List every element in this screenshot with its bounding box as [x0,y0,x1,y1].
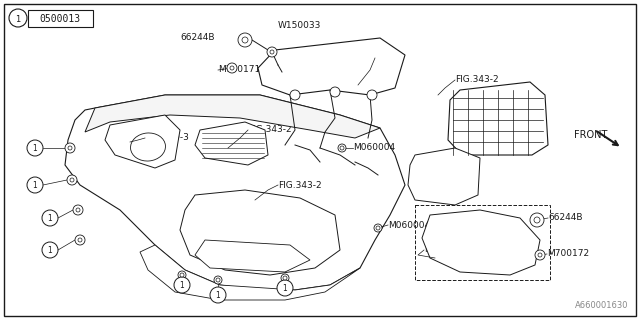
Polygon shape [140,245,360,300]
Circle shape [242,37,248,43]
Circle shape [70,178,74,182]
Circle shape [535,250,545,260]
Circle shape [42,242,58,258]
Polygon shape [105,115,180,168]
Text: FIG.660-3: FIG.660-3 [145,133,189,142]
Circle shape [73,205,83,215]
Text: 66244B: 66244B [548,213,582,222]
Circle shape [374,224,382,232]
Circle shape [174,277,190,293]
Circle shape [210,287,226,303]
Text: 66244B: 66244B [180,34,215,43]
Text: FIG.343-2: FIG.343-2 [248,125,292,134]
Text: M060004: M060004 [388,220,430,229]
Text: 1: 1 [47,246,52,255]
Circle shape [227,63,237,73]
Circle shape [78,238,82,242]
Circle shape [178,271,186,279]
Circle shape [216,278,220,282]
Circle shape [267,47,277,57]
Polygon shape [180,190,340,275]
Circle shape [238,33,252,47]
Circle shape [283,276,287,280]
Polygon shape [65,95,405,290]
Circle shape [9,9,27,27]
Polygon shape [85,95,380,138]
Text: FIG.343-2: FIG.343-2 [455,76,499,84]
Circle shape [27,177,43,193]
Bar [28,10,93,27]
Circle shape [27,140,43,156]
Circle shape [230,66,234,70]
Circle shape [75,235,85,245]
Circle shape [534,217,540,223]
Circle shape [68,146,72,150]
Text: W150033: W150033 [278,20,321,29]
Polygon shape [195,240,310,272]
Circle shape [277,280,293,296]
Bar [415,205,550,280]
Circle shape [376,226,380,230]
Text: FIG.343-2: FIG.343-2 [278,180,322,189]
Circle shape [338,144,346,152]
Text: M700171: M700171 [218,66,260,75]
Circle shape [76,208,80,212]
Text: 1: 1 [283,284,287,293]
Polygon shape [195,122,268,165]
Circle shape [538,253,542,257]
Text: 1: 1 [47,214,52,223]
Polygon shape [258,38,405,95]
Polygon shape [422,210,540,275]
Text: 0500013: 0500013 [40,14,81,24]
Text: 1: 1 [216,291,220,300]
Circle shape [65,143,75,153]
Circle shape [270,50,274,54]
Circle shape [530,213,544,227]
Circle shape [281,274,289,282]
Circle shape [214,276,222,284]
Text: 1: 1 [15,14,20,23]
Circle shape [42,210,58,226]
Text: M060004: M060004 [353,143,395,153]
Circle shape [340,146,344,150]
Circle shape [330,87,340,97]
Polygon shape [408,148,480,205]
Text: A660001630: A660001630 [575,301,628,310]
Circle shape [67,175,77,185]
Text: M700172: M700172 [547,250,589,259]
Text: 50815: 50815 [375,53,404,62]
Circle shape [180,273,184,277]
Text: 1: 1 [33,181,37,190]
Circle shape [367,90,377,100]
Polygon shape [448,82,548,155]
Ellipse shape [131,133,166,161]
Text: FIG.343-2: FIG.343-2 [424,245,468,254]
Circle shape [290,90,300,100]
Text: 1: 1 [33,144,37,153]
Text: 1: 1 [180,281,184,290]
Text: FRONT: FRONT [574,130,607,140]
